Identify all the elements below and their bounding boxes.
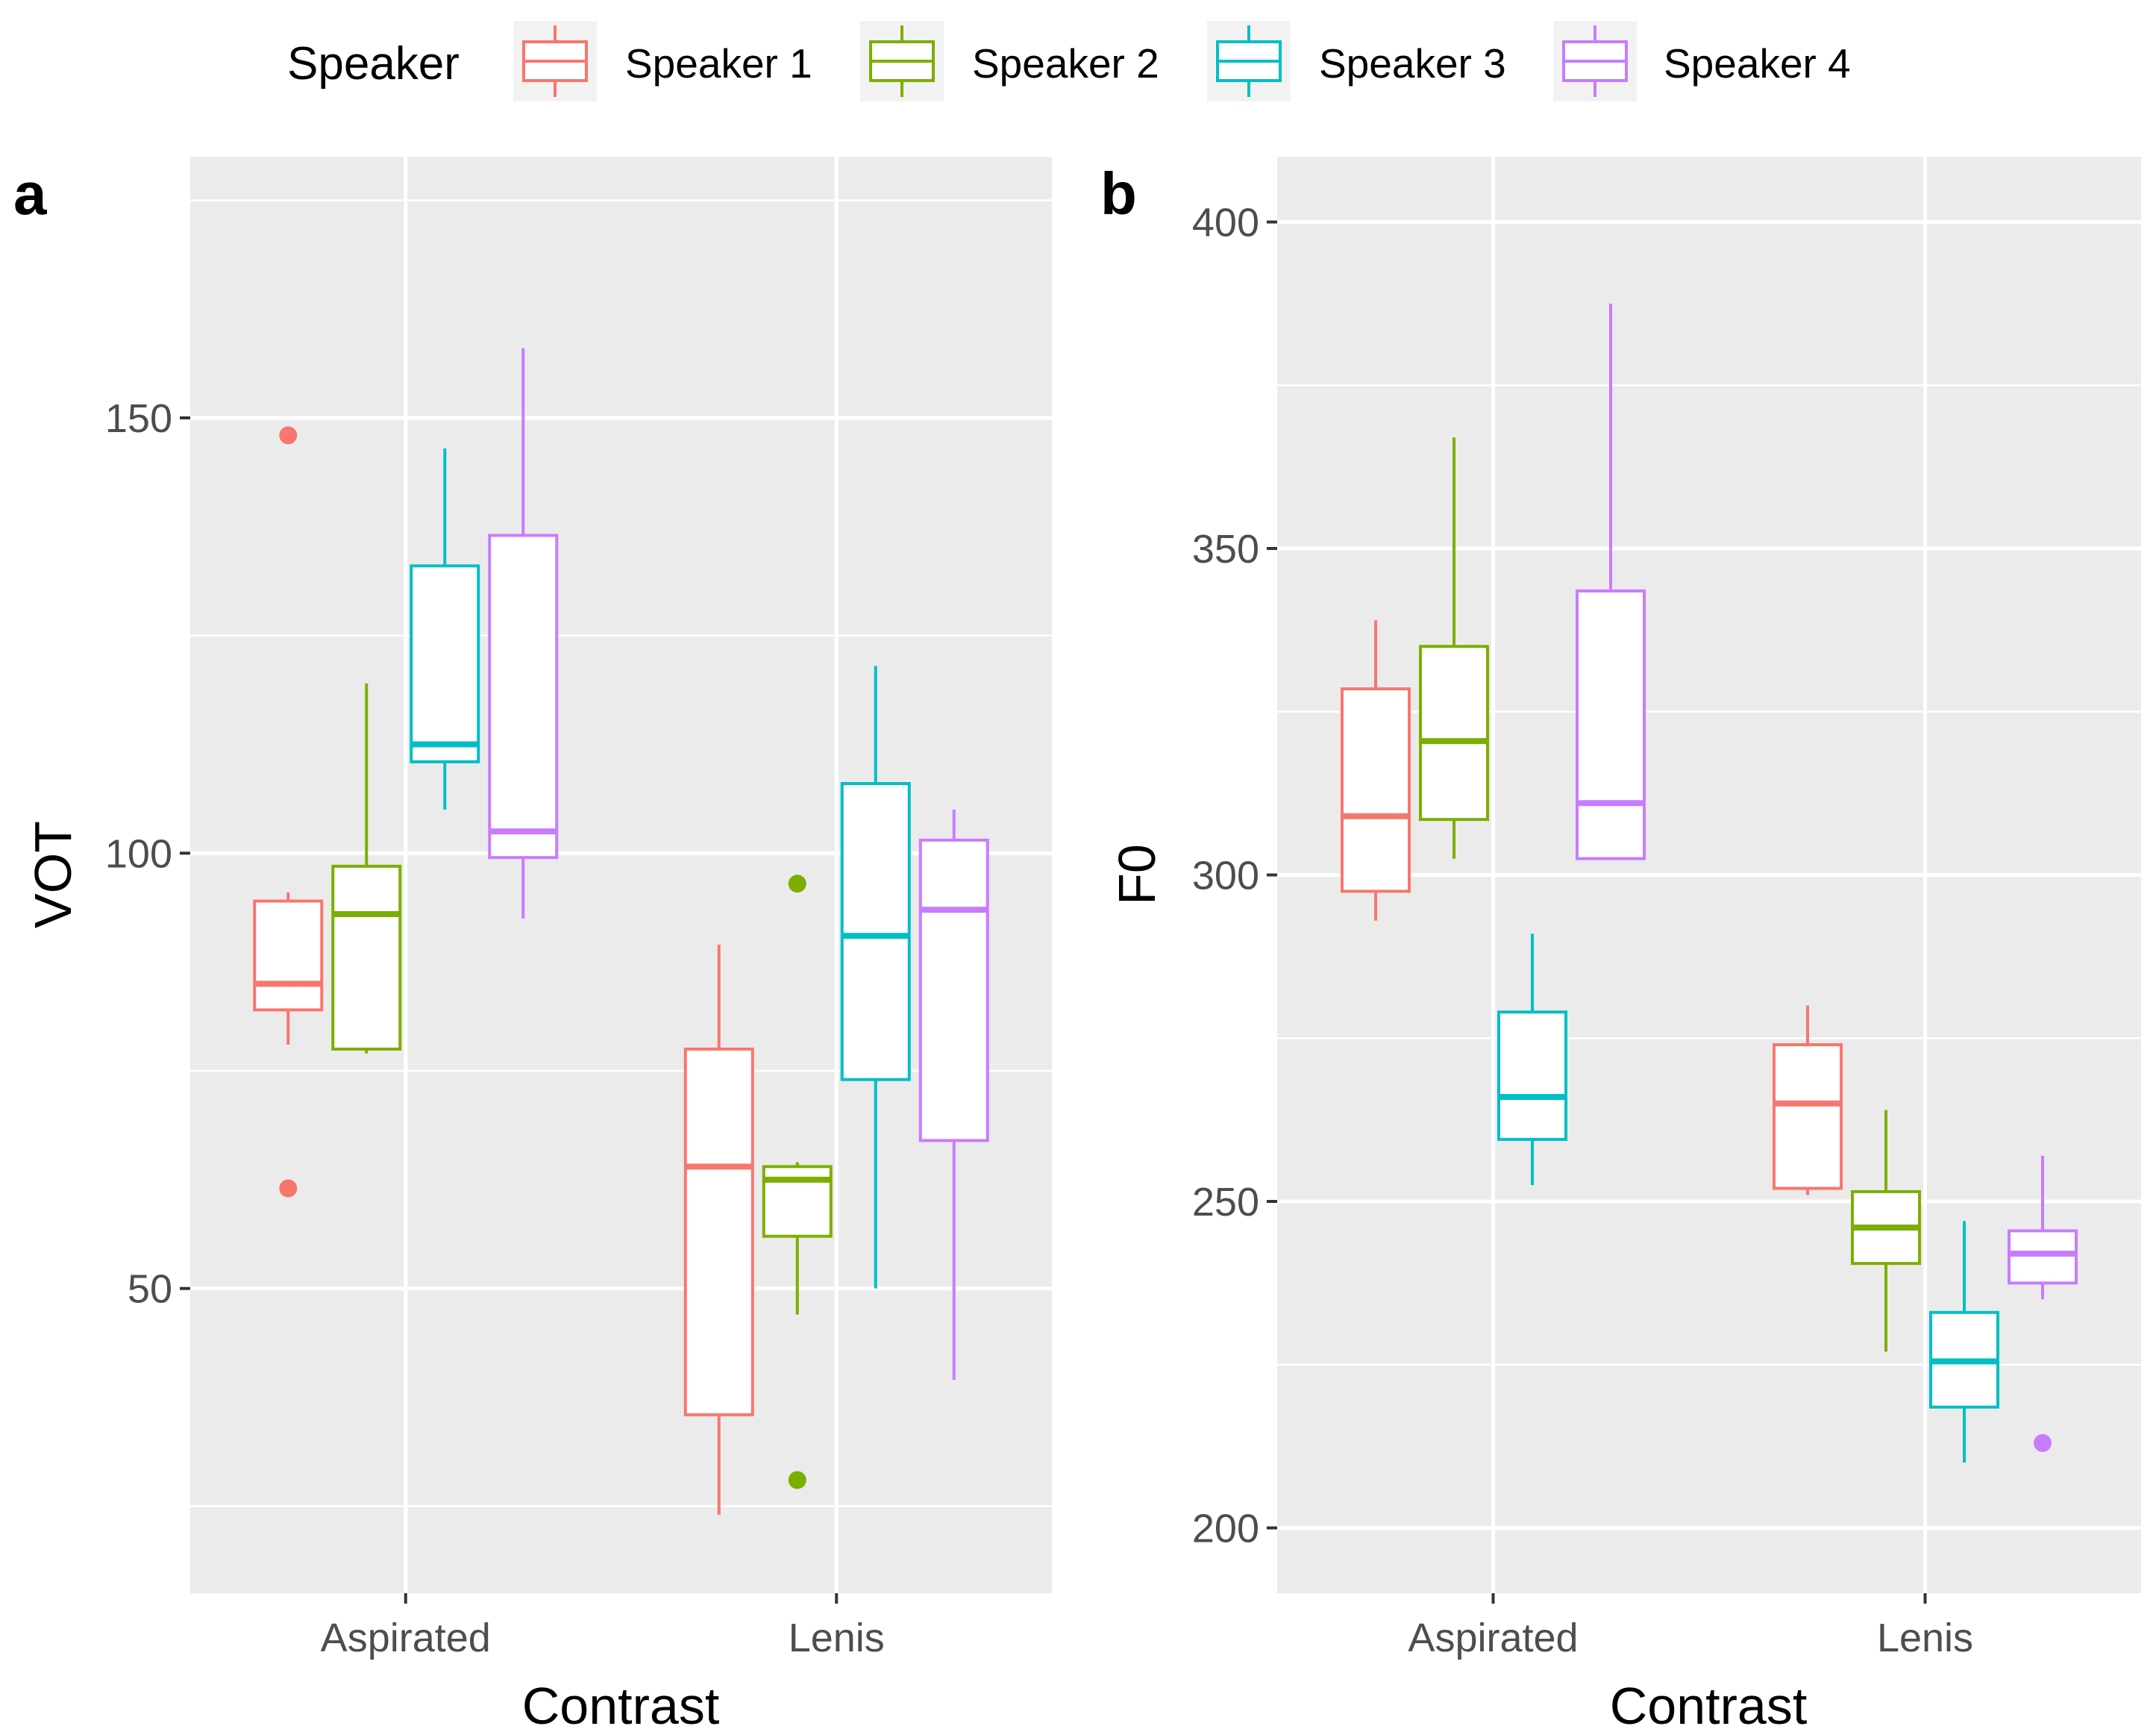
panel-a-box-speaker-2-aspirated-iqr xyxy=(331,864,402,1051)
panel-b-box-speaker-4-lenis xyxy=(2008,1155,2078,1452)
panel-b-x-axis: Aspirated Lenis xyxy=(1408,1593,1973,1660)
legend-key-speaker-4 xyxy=(1553,21,1637,101)
panel-b-y-tick-label: 400 xyxy=(1192,201,1259,246)
panel-a-box-speaker-4-aspirated-iqr xyxy=(488,534,559,860)
panel-a-y-axis-title: VOT xyxy=(24,821,82,928)
panel-a-x-tick-label-aspirated: Aspirated xyxy=(321,1616,491,1660)
legend-key-speaker-3 xyxy=(1207,21,1291,101)
panel-a-x-tick-label-lenis: Lenis xyxy=(789,1616,885,1660)
panel-b-box-speaker-2-lenis xyxy=(1851,1110,1921,1352)
panel-a-gridlines xyxy=(190,157,1052,1593)
panel-b-y-tick-label: 300 xyxy=(1192,854,1259,898)
panel-a-boxplots xyxy=(253,348,989,1515)
panel-a-box-speaker-3-lenis-iqr xyxy=(840,782,911,1081)
panel-a-box-speaker-2-lenis-outlier xyxy=(788,875,806,893)
panel-a-box-speaker-1-aspirated-outlier xyxy=(279,1179,298,1198)
panel-b-box-speaker-4-lenis-iqr xyxy=(2008,1229,2078,1285)
panel-b-box-speaker-4-aspirated xyxy=(1576,303,1646,860)
legend-label-speaker-4: Speaker 4 xyxy=(1664,40,1851,87)
panel-a-box-speaker-1-aspirated-iqr xyxy=(253,899,324,1012)
panel-b-box-speaker-1-aspirated-iqr xyxy=(1341,687,1411,893)
panel-b-y-tick-label: 250 xyxy=(1192,1180,1259,1225)
panel-b-f0: b 200 250 300 350 400 Aspirated Lenis Contras… xyxy=(1100,157,2141,1732)
legend-label-speaker-1: Speaker 1 xyxy=(625,40,812,87)
panel-a-box-speaker-2-lenis xyxy=(762,875,833,1489)
panel-b-box-speaker-4-lenis-outlier xyxy=(2034,1434,2052,1452)
legend-key-speaker-2 xyxy=(860,21,944,101)
panel-b-box-speaker-3-aspirated-iqr xyxy=(1497,1010,1567,1141)
panel-a-y-tick-label: 150 xyxy=(105,396,172,441)
panel-a-box-speaker-1-lenis xyxy=(683,944,754,1515)
panel-a-x-axis-title: Contrast xyxy=(522,1677,720,1732)
legend-title: Speaker xyxy=(287,38,460,90)
panel-b-y-axis: 200 250 300 350 400 xyxy=(1192,201,1277,1551)
panel-a-box-speaker-1-lenis-iqr xyxy=(683,1047,754,1416)
panel-a-box-speaker-3-aspirated xyxy=(410,448,480,810)
panel-a-box-speaker-4-lenis-iqr xyxy=(918,838,989,1142)
panel-b-tag: b xyxy=(1100,160,1137,227)
legend-label-speaker-2: Speaker 2 xyxy=(972,40,1159,87)
panel-a-y-tick-label: 100 xyxy=(105,831,172,876)
legend: Speaker Speaker 1 Speaker 2 Speaker 3 Sp… xyxy=(287,21,1851,101)
panel-b-boxplots xyxy=(1341,303,2078,1463)
panel-b-x-axis-title: Contrast xyxy=(1610,1677,1808,1732)
legend-label-speaker-3: Speaker 3 xyxy=(1319,40,1506,87)
panel-a-x-axis: Aspirated Lenis xyxy=(321,1593,885,1660)
panel-a-box-speaker-2-lenis-outlier xyxy=(788,1471,806,1489)
panel-a-box-speaker-2-aspirated xyxy=(331,683,402,1054)
panel-b-x-tick-label-lenis: Lenis xyxy=(1877,1616,1973,1660)
legend-key-speaker-1 xyxy=(513,21,597,101)
panel-b-box-speaker-2-aspirated xyxy=(1419,437,1489,859)
panel-b-box-speaker-1-lenis-iqr xyxy=(1773,1043,1843,1190)
panel-b-box-speaker-3-aspirated xyxy=(1497,934,1567,1186)
panel-b-box-speaker-4-aspirated-iqr xyxy=(1576,589,1646,860)
panel-a-box-speaker-1-aspirated-outlier xyxy=(279,426,298,445)
panel-a-y-axis: 50 100 150 xyxy=(105,396,190,1312)
panel-a-vot: a 50 100 150 Aspirated Lenis Contrast VOT xyxy=(13,157,1052,1732)
panel-a-box-speaker-1-aspirated xyxy=(253,426,324,1198)
panel-b-y-tick-label: 350 xyxy=(1192,527,1259,572)
panel-b-box-speaker-1-aspirated xyxy=(1341,620,1411,921)
panel-b-box-speaker-3-lenis xyxy=(1929,1221,1999,1463)
panel-a-box-speaker-4-lenis xyxy=(918,810,989,1381)
panel-b-box-speaker-2-aspirated-iqr xyxy=(1419,645,1489,822)
panel-a-box-speaker-3-aspirated-iqr xyxy=(410,564,480,763)
panel-b-y-axis-title: F0 xyxy=(1108,844,1166,905)
panel-a-box-speaker-4-aspirated xyxy=(488,348,559,919)
panel-b-box-speaker-1-lenis xyxy=(1773,1005,1843,1195)
panel-a-tag: a xyxy=(13,160,47,227)
panel-b-x-tick-label-aspirated: Aspirated xyxy=(1408,1616,1578,1660)
panel-b-y-tick-label: 200 xyxy=(1192,1507,1259,1551)
panel-a-y-tick-label: 50 xyxy=(128,1267,172,1312)
panel-a-box-speaker-3-lenis xyxy=(840,666,911,1289)
